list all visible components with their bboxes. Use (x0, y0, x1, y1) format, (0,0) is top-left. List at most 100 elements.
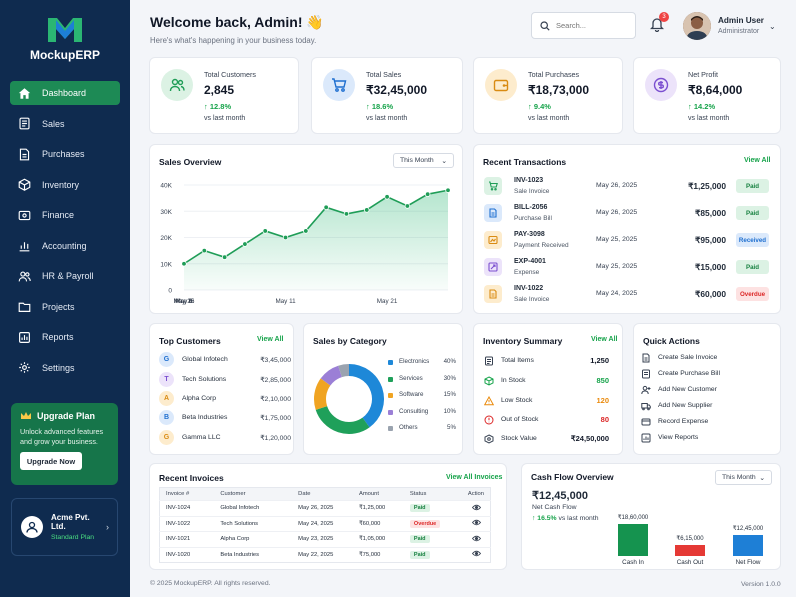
view-all-link[interactable]: View All (257, 336, 284, 343)
table-row[interactable]: INV-1024 Global Infotech May 26, 2025 ₹1… (159, 500, 491, 516)
inventory-label: Stock Value (501, 435, 537, 442)
transaction-row[interactable]: BILL-2056 Purchase Bill May 26, 2025 ₹85… (484, 200, 769, 227)
data-point[interactable] (221, 254, 228, 260)
data-point[interactable] (303, 228, 309, 234)
eye-icon[interactable] (471, 519, 481, 528)
customer-name: Beta Industries (182, 414, 228, 421)
record-expense-action[interactable]: Record Expense (641, 416, 771, 432)
customer-row[interactable]: G Global Infotech ₹3,45,000 (159, 352, 294, 370)
customer-row[interactable]: T Tech Solutions ₹2,85,000 (159, 372, 294, 390)
invoice-customer: Tech Solutions (214, 515, 293, 532)
transaction-row[interactable]: INV-1023 Sale Invoice May 26, 2025 ₹1,25… (484, 173, 769, 200)
donut-slice[interactable] (315, 405, 370, 434)
data-point[interactable] (262, 228, 268, 234)
period-select-value: This Month (722, 474, 756, 481)
inventory-row: Low Stock 120 (484, 395, 609, 414)
view-reports-action[interactable]: View Reports (641, 432, 771, 448)
eye-icon[interactable] (471, 535, 481, 544)
transaction-row[interactable]: EXP-4001 Expense May 25, 2025 ₹15,000 Pa… (484, 254, 769, 281)
upgrade-now-button[interactable]: Upgrade Now (20, 452, 82, 470)
customer-name: Global Infotech (182, 356, 228, 363)
table-row[interactable]: INV-1020 Beta Industries May 22, 2025 ₹7… (159, 546, 491, 563)
notifications-button[interactable]: 3 (649, 12, 669, 34)
transaction-id: INV-1023 (514, 177, 544, 184)
view-all-invoices-link[interactable]: View All Invoices (446, 474, 503, 481)
data-point[interactable] (445, 187, 451, 193)
sidebar-item-sales[interactable]: Sales (10, 112, 120, 136)
sidebar-item-purchases[interactable]: Purchases (10, 142, 120, 166)
cash-flow-value: ₹12,45,000 (532, 490, 588, 502)
transaction-row[interactable]: INV-1022 Sale Invoice May 24, 2025 ₹60,0… (484, 281, 769, 308)
sidebar-item-settings[interactable]: Settings (10, 356, 120, 380)
column-header: Status (403, 487, 462, 501)
data-point[interactable] (384, 194, 390, 200)
data-point[interactable] (181, 261, 187, 267)
add-new-customer-action[interactable]: Add New Customer (641, 384, 771, 400)
data-point[interactable] (323, 204, 329, 211)
sidebar-item-accounting[interactable]: Accounting (10, 234, 120, 258)
customer-row[interactable]: G Gamma LLC ₹1,20,000 (159, 430, 294, 448)
donut-slice[interactable] (348, 364, 384, 428)
search-box[interactable] (531, 12, 636, 39)
data-point[interactable] (201, 247, 208, 254)
period-select[interactable]: This Month ⌄ (393, 153, 454, 168)
accounting-icon (19, 242, 30, 252)
data-point[interactable] (282, 234, 289, 241)
add-new-supplier-action[interactable]: Add New Supplier (641, 400, 771, 416)
cash-flow-bar[interactable] (675, 545, 705, 556)
donut-slice[interactable] (320, 365, 343, 386)
user-avatar[interactable] (683, 12, 711, 40)
recent-transactions-card: Recent Transactions View All INV-1023 Sa… (473, 144, 781, 314)
data-point[interactable] (404, 203, 411, 209)
transaction-row[interactable]: PAY-3098 Payment Received May 25, 2025 ₹… (484, 227, 769, 254)
invoice-number: INV-1022 (159, 515, 215, 532)
create-purchase-bill-action[interactable]: Create Purchase Bill (641, 368, 771, 384)
sidebar-item-inventory[interactable]: Inventory (10, 173, 120, 197)
search-input[interactable] (556, 21, 626, 30)
stat-period: vs last month (204, 115, 246, 122)
chevron-down-icon: ⌄ (441, 157, 447, 165)
sidebar-item-dashboard[interactable]: Dashboard (10, 81, 120, 105)
company-switcher[interactable]: Acme Pvt. Ltd. Standard Plan › (11, 498, 118, 556)
data-point[interactable] (424, 191, 431, 197)
cash-flow-bar-label: Cash Out (676, 559, 704, 566)
sidebar-item-projects[interactable]: Projects (10, 295, 120, 319)
sidebar-item-reports[interactable]: Reports (10, 325, 120, 349)
stat-change: 9.4% (533, 102, 551, 111)
inventory-label: In Stock (501, 377, 526, 384)
view-all-link[interactable]: View All (744, 157, 771, 164)
donut-slice[interactable] (338, 364, 350, 378)
data-point[interactable] (242, 241, 248, 247)
create-sale-invoice-action[interactable]: Create Sale Invoice (641, 352, 771, 368)
legend-swatch (388, 393, 393, 398)
legend-value: 15% (443, 391, 456, 398)
sidebar-item-finance[interactable]: Finance (10, 203, 120, 227)
x-tick-label: May 16 (174, 298, 195, 305)
data-point[interactable] (343, 211, 350, 217)
stat-label: Net Profit (688, 70, 718, 79)
table-row[interactable]: INV-1021 Alpha Corp May 23, 2025 ₹1,05,0… (159, 531, 491, 547)
sales-icon (19, 117, 30, 130)
customer-row[interactable]: A Alpha Corp ₹2,10,000 (159, 391, 294, 409)
customer-row[interactable]: B Beta Industries ₹1,75,000 (159, 410, 294, 428)
chevron-down-icon[interactable]: ⌄ (769, 22, 776, 31)
donut-slice[interactable] (314, 378, 331, 410)
legend-item: Consulting 10% (388, 408, 456, 420)
cash-flow-bar[interactable] (618, 524, 648, 556)
cash-flow-bar[interactable] (733, 534, 763, 556)
eye-icon[interactable] (471, 550, 481, 559)
card-title: Cash Flow Overview (531, 472, 614, 482)
invoice-date: May 24, 2025 (292, 515, 353, 532)
table-row[interactable]: INV-1022 Tech Solutions May 24, 2025 ₹60… (159, 515, 491, 532)
sidebar-item-label: Inventory (42, 179, 80, 190)
app-logo[interactable]: MockupERP (0, 14, 130, 62)
status-badge: Paid (736, 206, 769, 220)
sidebar-item-hr-payroll[interactable]: HR & Payroll (10, 264, 120, 288)
view-all-link[interactable]: View All (591, 336, 618, 343)
sales-line (183, 189, 449, 265)
eye-icon[interactable] (471, 504, 481, 513)
x-tick-label: May 11 (275, 298, 296, 305)
sales-area (184, 190, 448, 290)
period-select[interactable]: This Month ⌄ (715, 470, 772, 485)
data-point[interactable] (364, 207, 370, 213)
